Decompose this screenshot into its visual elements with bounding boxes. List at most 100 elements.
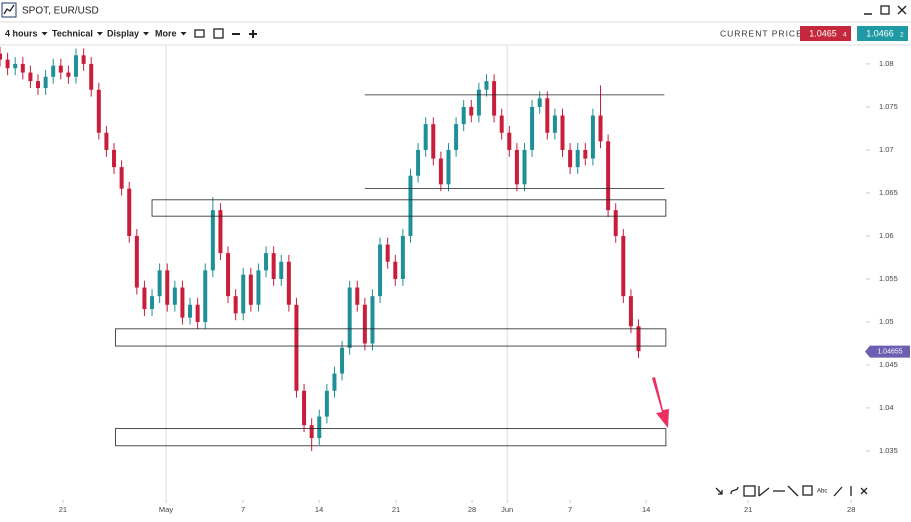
candle-body xyxy=(58,65,63,73)
x-tick-label: 21 xyxy=(392,505,400,514)
candle-body xyxy=(606,141,611,211)
restore[interactable] xyxy=(880,5,890,15)
menu-item[interactable]: Display xyxy=(107,28,139,38)
candle-body xyxy=(309,425,314,439)
menu-caret xyxy=(96,32,103,36)
candle-body xyxy=(248,274,253,305)
ask-box[interactable] xyxy=(857,26,908,41)
candle-body xyxy=(423,124,428,150)
candle-body xyxy=(499,115,504,133)
down-arrow xyxy=(652,377,669,428)
candle-body xyxy=(514,149,519,185)
candle-body xyxy=(172,287,177,305)
candle-body xyxy=(302,390,307,426)
y-tick-label: 1.075 xyxy=(879,102,898,111)
candle-body xyxy=(0,53,2,60)
candle-body xyxy=(393,261,398,279)
tool-clear[interactable] xyxy=(860,487,868,495)
current-price-label: CURRENT PRICE: xyxy=(720,28,806,38)
candle-body xyxy=(408,175,413,236)
x-tick-label: 14 xyxy=(315,505,323,514)
candle-body xyxy=(431,124,436,159)
candle-body xyxy=(241,274,246,314)
save-icon[interactable] xyxy=(213,28,224,39)
y-tick-label: 1.06 xyxy=(879,231,894,240)
bid-price: 1.0465 xyxy=(809,28,837,38)
candle-body xyxy=(286,261,291,305)
x-tick-label: 14 xyxy=(642,505,650,514)
candle-body xyxy=(507,132,512,150)
zoom-in[interactable] xyxy=(249,30,257,38)
zone xyxy=(115,428,667,447)
candle-body xyxy=(74,55,79,77)
y-tick-label: 1.07 xyxy=(879,145,894,154)
candle-body xyxy=(218,210,223,254)
menu-item[interactable]: More xyxy=(155,28,177,38)
candle-body xyxy=(560,115,565,150)
candle-body xyxy=(522,149,527,185)
candle-body xyxy=(484,81,489,90)
candle-body xyxy=(537,98,542,107)
candle-body xyxy=(355,287,360,305)
candle-body xyxy=(545,98,550,133)
bid-box[interactable] xyxy=(800,26,851,41)
open-icon[interactable] xyxy=(194,29,205,38)
candle-body xyxy=(104,132,109,150)
candle-body xyxy=(438,158,443,185)
y-tick-label: 1.055 xyxy=(879,274,898,283)
candle-body xyxy=(621,235,626,297)
candle-body xyxy=(127,188,132,236)
candle-body xyxy=(446,149,451,185)
tool-curve[interactable] xyxy=(730,486,739,495)
x-tick-label: May xyxy=(159,505,173,514)
candle-body xyxy=(150,296,155,310)
window-title: SPOT, EUR/USD xyxy=(22,6,99,17)
tool-text[interactable]: Abc xyxy=(817,489,827,495)
candle-body xyxy=(279,261,284,279)
zone xyxy=(115,328,667,347)
drawing-tools: Abc xyxy=(715,485,868,497)
candle-body xyxy=(81,55,86,64)
tool-ray[interactable] xyxy=(833,486,843,497)
candle-body xyxy=(203,270,208,322)
candle-body xyxy=(112,149,117,168)
candle-body xyxy=(195,304,200,322)
candle-body xyxy=(469,106,474,116)
candle-body xyxy=(66,72,71,77)
candle-body xyxy=(317,416,322,439)
candle-body xyxy=(568,149,573,168)
tool-pointer[interactable] xyxy=(715,487,723,495)
candle-body xyxy=(51,65,56,77)
candle-body xyxy=(416,149,421,176)
candle-body xyxy=(20,63,25,73)
x-tick-label: Jun xyxy=(501,505,513,514)
candle-body xyxy=(575,149,580,168)
bid-pip: 4 xyxy=(843,32,847,39)
candle-body xyxy=(324,390,329,417)
menu-item[interactable]: Technical xyxy=(52,28,93,38)
candle-body xyxy=(119,167,124,189)
candle-body xyxy=(89,63,94,90)
candle-body xyxy=(530,106,535,150)
tool-rect[interactable] xyxy=(802,485,813,496)
candle-body xyxy=(347,287,352,348)
close[interactable] xyxy=(897,5,907,15)
candle-body xyxy=(165,270,170,305)
x-tick-label: 7 xyxy=(241,505,245,514)
app-icon-line xyxy=(3,4,15,15)
candle-body xyxy=(492,81,497,116)
ask-price: 1.0466 xyxy=(866,28,894,38)
y-tick-label: 1.065 xyxy=(879,188,898,197)
x-tick-label: 7 xyxy=(568,505,572,514)
chart: 1.035 1.04 1.045 1.05 1.055 1.06 1.065 1.07 1.07… xyxy=(0,45,910,514)
candle-body xyxy=(5,59,10,69)
candle-body xyxy=(264,253,269,271)
candle-body xyxy=(134,235,139,288)
tool-grid[interactable] xyxy=(743,485,756,497)
tool-fan[interactable] xyxy=(758,486,770,497)
menu-item[interactable]: 4 hours xyxy=(5,28,38,38)
y-tick-label: 1.08 xyxy=(879,59,894,68)
tool-line[interactable] xyxy=(787,485,799,497)
